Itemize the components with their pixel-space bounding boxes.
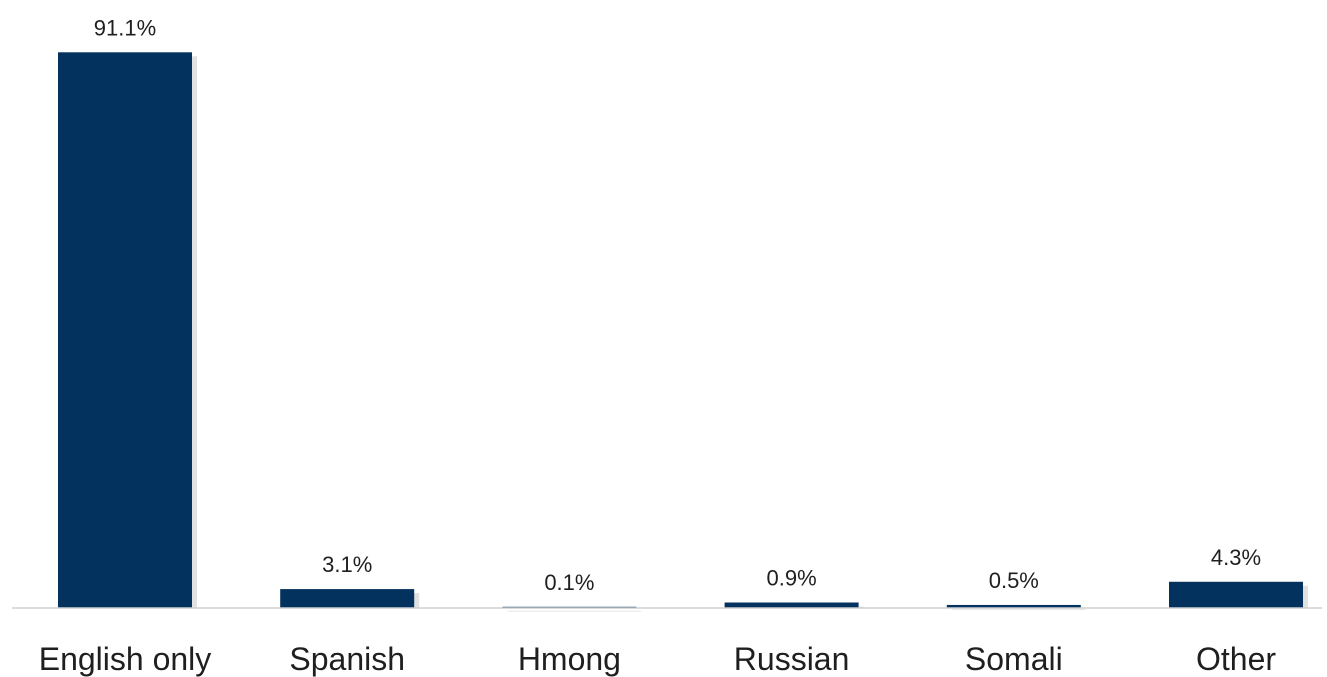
bar-shadow [951, 608, 1086, 610]
labels-layer: 91.1% English only 3.1% Spanish 0.1% Hmong 0.9… [39, 15, 1277, 677]
bar-somali [946, 604, 1081, 608]
category-label: English only [39, 641, 212, 677]
data-label: 0.1% [544, 570, 594, 595]
category-label: Spanish [289, 641, 405, 677]
data-label: 0.5% [989, 568, 1039, 593]
bar-spanish [280, 589, 415, 608]
bar-shadow [507, 610, 642, 612]
bar-russian [724, 602, 859, 608]
category-label: Somali [965, 641, 1063, 677]
bars-layer [58, 52, 1308, 612]
category-label: Hmong [518, 641, 621, 677]
bar-english-only [58, 52, 192, 609]
data-label: 3.1% [322, 552, 372, 577]
data-label: 4.3% [1211, 545, 1261, 570]
data-label: 91.1% [94, 15, 156, 40]
category-label: Other [1196, 641, 1276, 677]
category-label: Russian [734, 641, 850, 677]
bar-other [1169, 581, 1303, 608]
data-label: 0.9% [767, 566, 817, 591]
